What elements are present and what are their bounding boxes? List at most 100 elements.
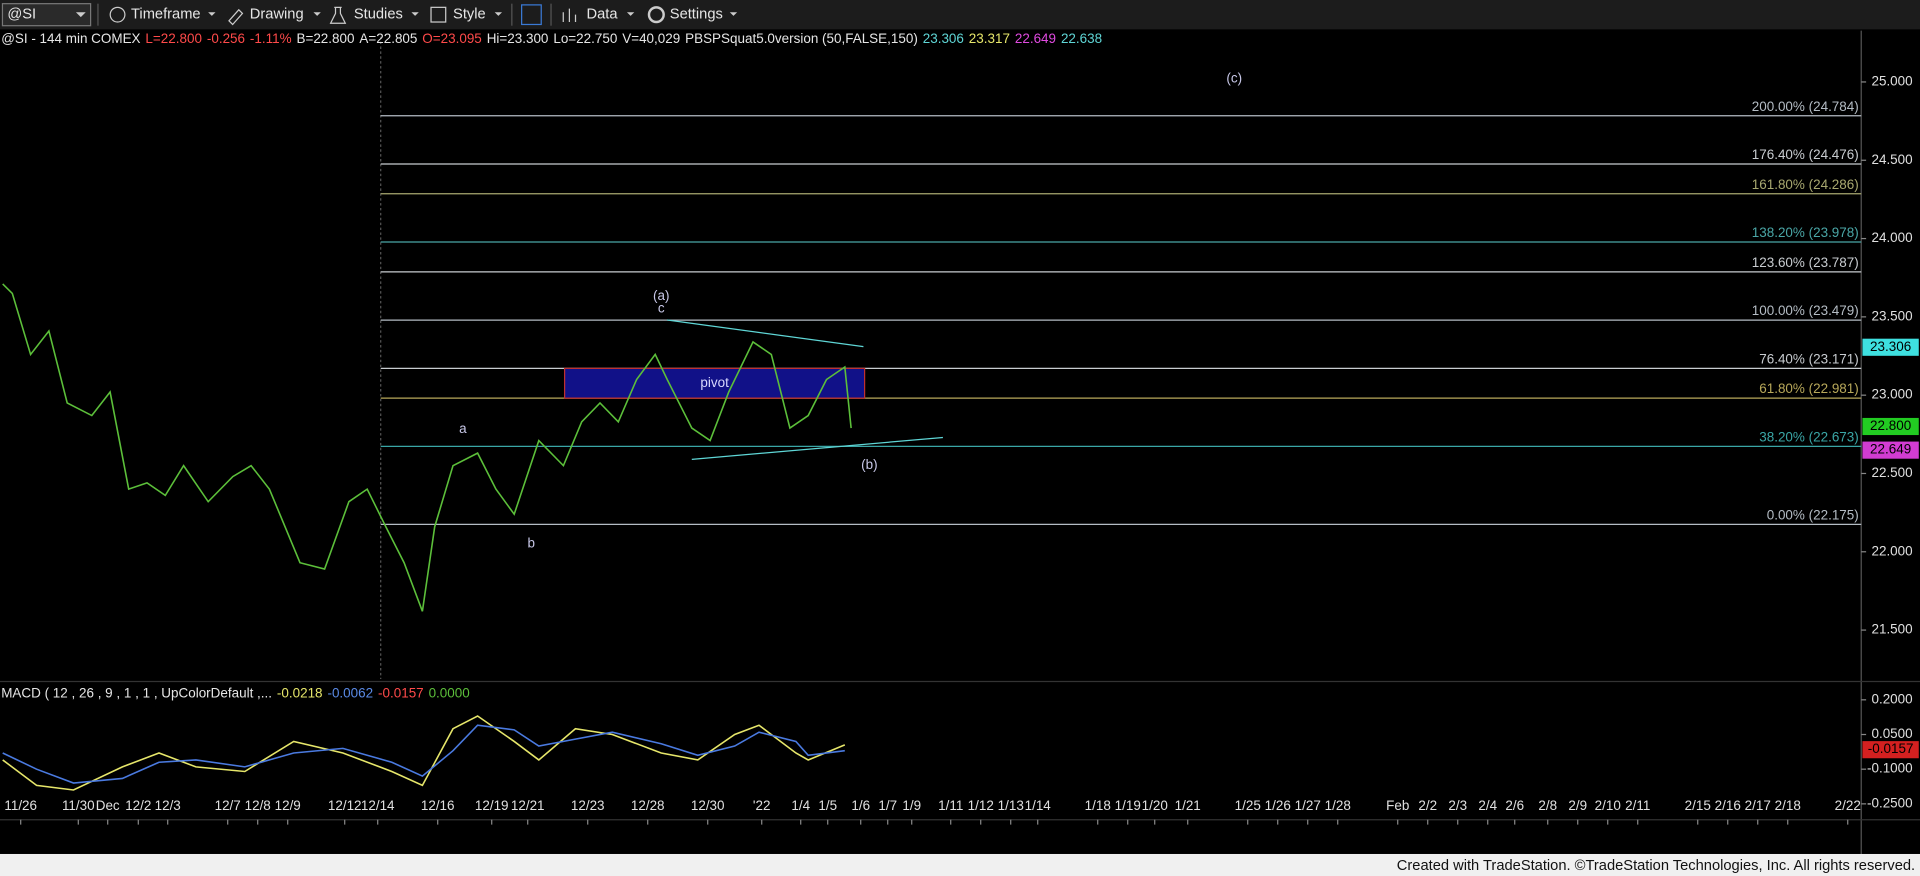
menu-item[interactable]: Settings — [670, 7, 723, 23]
wave-label: c — [658, 301, 665, 316]
x-tick-label: 2/4 — [1478, 798, 1497, 813]
fib-label: 138.20% (23.978) — [1752, 225, 1859, 240]
trendline — [667, 319, 864, 348]
price-marker-label: -0.0157 — [1868, 741, 1914, 756]
x-tick-label: 1/5 — [818, 798, 837, 813]
fib-label: 176.40% (24.476) — [1752, 147, 1859, 162]
quote-item: V=40,029 — [622, 31, 680, 46]
x-tick-label: 1/20 — [1142, 798, 1168, 813]
x-tick-label: 2/22 — [1835, 798, 1861, 813]
y-tick-label: -0.2500 — [1867, 795, 1913, 810]
menu-item[interactable]: Drawing — [250, 7, 304, 23]
fib-label: 200.00% (24.784) — [1752, 99, 1859, 114]
symbol-box[interactable] — [1, 3, 92, 27]
fib-label: 161.80% (24.286) — [1752, 177, 1859, 192]
price-marker-label: 23.306 — [1870, 339, 1911, 354]
menu-item[interactable]: Style — [453, 7, 486, 23]
quote-item: -0.256 — [207, 31, 245, 46]
price-marker — [1862, 741, 1919, 759]
toolbar-bg — [0, 0, 1920, 30]
icon — [562, 8, 577, 23]
quote-item: Hi=23.300 — [487, 31, 549, 46]
icon — [109, 6, 126, 23]
quote-item: 23.306 — [923, 31, 964, 46]
dropdown-arrow — [208, 12, 216, 16]
x-tick-label: 1/11 — [938, 798, 963, 813]
panel-header: MACD ( 12 , 26 , 9 , 1 , 1 , UpColorDefa… — [1, 685, 470, 700]
fib-label: 123.60% (23.787) — [1752, 255, 1859, 270]
x-tick-label: 1/25 — [1235, 798, 1261, 813]
x-tick-label: 1/14 — [1025, 798, 1052, 813]
x-tick-label: 1/28 — [1325, 798, 1351, 813]
symbol[interactable]: @SI — [7, 7, 36, 23]
x-tick-label: '22 — [753, 798, 771, 813]
quote-item: -0.0062 — [327, 685, 373, 700]
dropdown-arrow — [626, 12, 635, 16]
menu-item[interactable]: Timeframe — [131, 7, 201, 23]
x-tick-label: 12/19 — [475, 798, 509, 813]
y-tick-label: 25.000 — [1871, 74, 1912, 89]
quote-item: -0.0157 — [378, 685, 424, 700]
wave-label: a — [459, 421, 467, 436]
quote-item: Lo=22.750 — [553, 31, 617, 46]
x-tick-label: 2/3 — [1448, 798, 1467, 813]
x-tick-label: 11/26 — [4, 798, 37, 813]
icon — [647, 6, 665, 24]
wave-label: b — [528, 536, 535, 551]
fib-label: 0.00% (22.175) — [1767, 507, 1859, 522]
x-tick-label: 1/6 — [851, 798, 870, 813]
x-tick-label: 1/19 — [1115, 798, 1141, 813]
x-tick-label: 1/13 — [998, 798, 1024, 813]
x-tick-label: 2/10 — [1595, 798, 1621, 813]
x-tick-label: 2/17 — [1745, 798, 1771, 813]
x-tick-label: 12/21 — [511, 798, 545, 813]
x-tick-label: 12/14 — [361, 798, 395, 813]
x-tick-label: 1/18 — [1085, 798, 1111, 813]
y-tick-label: 22.500 — [1871, 465, 1912, 480]
x-tick-label: 1/21 — [1175, 798, 1201, 813]
x-tick-label: 2/15 — [1685, 798, 1711, 813]
x-tick-label: 12/3 — [155, 798, 181, 813]
menu-item[interactable]: Data — [587, 7, 619, 23]
x-tick-label: 12/2 — [125, 798, 151, 813]
x-tick-label: 12/7 — [215, 798, 241, 813]
panel-title: @SI - 144 min COMEX — [1, 31, 140, 46]
series-line — [2, 283, 852, 612]
pivot-label: pivot — [700, 375, 729, 390]
y-tick-label: 22.000 — [1871, 543, 1912, 558]
wave-label: (a) — [653, 288, 669, 303]
x-tick-label: 12/30 — [691, 798, 725, 813]
price-marker — [1862, 338, 1919, 356]
icon[interactable] — [521, 4, 542, 26]
quote-item: B=22.800 — [296, 31, 354, 46]
fib-label: 100.00% (23.479) — [1752, 303, 1859, 318]
quote-item: A=22.805 — [359, 31, 417, 46]
x-tick-label: 1/26 — [1265, 798, 1291, 813]
x-tick-label: 11/30 — [62, 798, 95, 813]
y-tick-label: 24.000 — [1871, 230, 1912, 245]
quote-item: 0.0000 — [429, 685, 470, 700]
x-tick-label: 2/18 — [1775, 798, 1801, 813]
icon — [329, 6, 347, 24]
price-marker-label: 22.649 — [1870, 442, 1911, 457]
quote-item: 22.649 — [1015, 31, 1056, 46]
trendline — [691, 436, 943, 460]
pivot-zone — [563, 367, 866, 399]
menu-item[interactable]: Studies — [354, 7, 403, 23]
x-tick-label: 1/12 — [968, 798, 994, 813]
x-tick-label: 2/6 — [1505, 798, 1524, 813]
quote-item: O=23.095 — [422, 31, 481, 46]
x-tick-label: 2/11 — [1625, 798, 1650, 813]
dropdown-arrow — [313, 12, 321, 16]
price-marker — [1862, 417, 1919, 436]
quote-item: 22.638 — [1061, 31, 1102, 46]
icon — [228, 8, 244, 26]
x-tick-label: 1/4 — [791, 798, 810, 813]
y-tick-label: 23.000 — [1871, 387, 1912, 402]
quote-item: L=22.800 — [145, 31, 202, 46]
dropdown-arrow — [729, 12, 738, 16]
x-tick-label: 12/23 — [571, 798, 605, 813]
